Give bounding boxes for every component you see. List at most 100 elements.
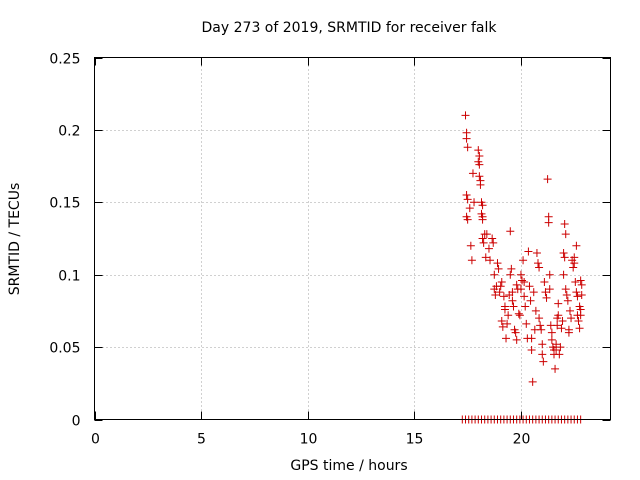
data-point [474,146,483,155]
ticks: 0 0.05 0.1 0.15 0.2 0.25 0 5 10 15 20 [49,52,611,448]
data-point [490,270,499,279]
data-point [462,191,471,200]
data-point [502,334,511,343]
data-point [547,328,556,337]
data-point [468,169,477,178]
data-point [522,319,531,328]
data-point [571,277,580,286]
data-point [515,311,524,320]
data-point [497,317,506,326]
data-point [489,238,498,247]
data-point [575,324,584,333]
data-point [527,345,536,354]
data-point [543,175,552,184]
data-point [466,241,475,250]
data-point [509,302,518,311]
x-tick-label: 10 [300,432,318,448]
data-point [531,306,540,315]
y-tick-label: 0.1 [58,269,80,285]
data-point [520,277,529,286]
data-point [553,321,562,330]
y-tick-label: 0 [72,414,81,430]
data-point [532,248,541,257]
data-point [519,256,528,265]
data-point [538,350,547,359]
data-point [556,343,565,352]
data-point [479,238,488,247]
data-point [508,288,517,297]
data-point [545,270,554,279]
data-point [463,195,472,204]
data-point [560,220,569,229]
data-point [506,227,515,236]
data-point [525,282,534,291]
data-point [491,290,500,299]
data-point [516,285,525,294]
data-point [482,230,491,239]
data-point [524,247,533,256]
data-point [572,288,581,297]
data-points [458,111,586,424]
x-tick-label: 5 [197,432,206,448]
x-axis-label: GPS time / hours [290,458,407,474]
data-point [516,270,525,279]
data-point [521,302,530,311]
data-point [576,276,585,285]
y-tick-label: 0.2 [58,124,80,140]
data-point [573,292,582,301]
x-tick-label: 20 [513,432,531,448]
data-point [547,335,556,344]
data-point [527,334,536,343]
data-point [463,215,472,224]
data-point [555,350,564,359]
data-point [486,256,495,265]
data-point [558,317,567,326]
data-point [535,314,544,323]
grid [94,57,611,420]
data-point [475,160,484,169]
data-point [493,259,502,268]
plot-frame [94,57,611,420]
data-point [536,321,545,330]
data-point [484,244,493,253]
data-point [526,296,535,305]
data-point [559,270,568,279]
data-point [462,134,471,143]
y-tick-label: 0.15 [49,196,80,212]
data-point [507,264,516,273]
x-tick-label: 0 [91,432,100,448]
data-point [520,292,529,301]
data-point [552,340,561,349]
data-point [569,263,578,272]
data-point [563,296,572,305]
data-point [561,230,570,239]
data-point [504,311,513,320]
data-point [535,263,544,272]
data-point [577,290,586,299]
data-point [518,276,527,285]
data-point [500,305,509,314]
data-point [514,309,523,318]
chart-title: Day 273 of 2019, SRMTID for receiver fal… [202,20,498,36]
data-point [554,311,563,320]
data-point [559,248,568,257]
data-point [565,306,574,315]
data-point [554,299,563,308]
data-point [529,288,538,297]
data-point [560,253,569,262]
data-point [478,201,487,210]
data-point [497,277,506,286]
data-point [539,357,548,366]
data-point [496,282,505,291]
y-tick-label: 0.25 [49,52,80,68]
data-point [557,324,566,333]
data-point [512,335,521,344]
data-point [481,253,490,262]
data-point [561,285,570,294]
data-point [488,234,497,243]
data-point [564,328,573,337]
data-point [542,293,551,302]
data-point [463,143,472,152]
y-axis-label: SRMTID / TECUs [7,183,23,296]
